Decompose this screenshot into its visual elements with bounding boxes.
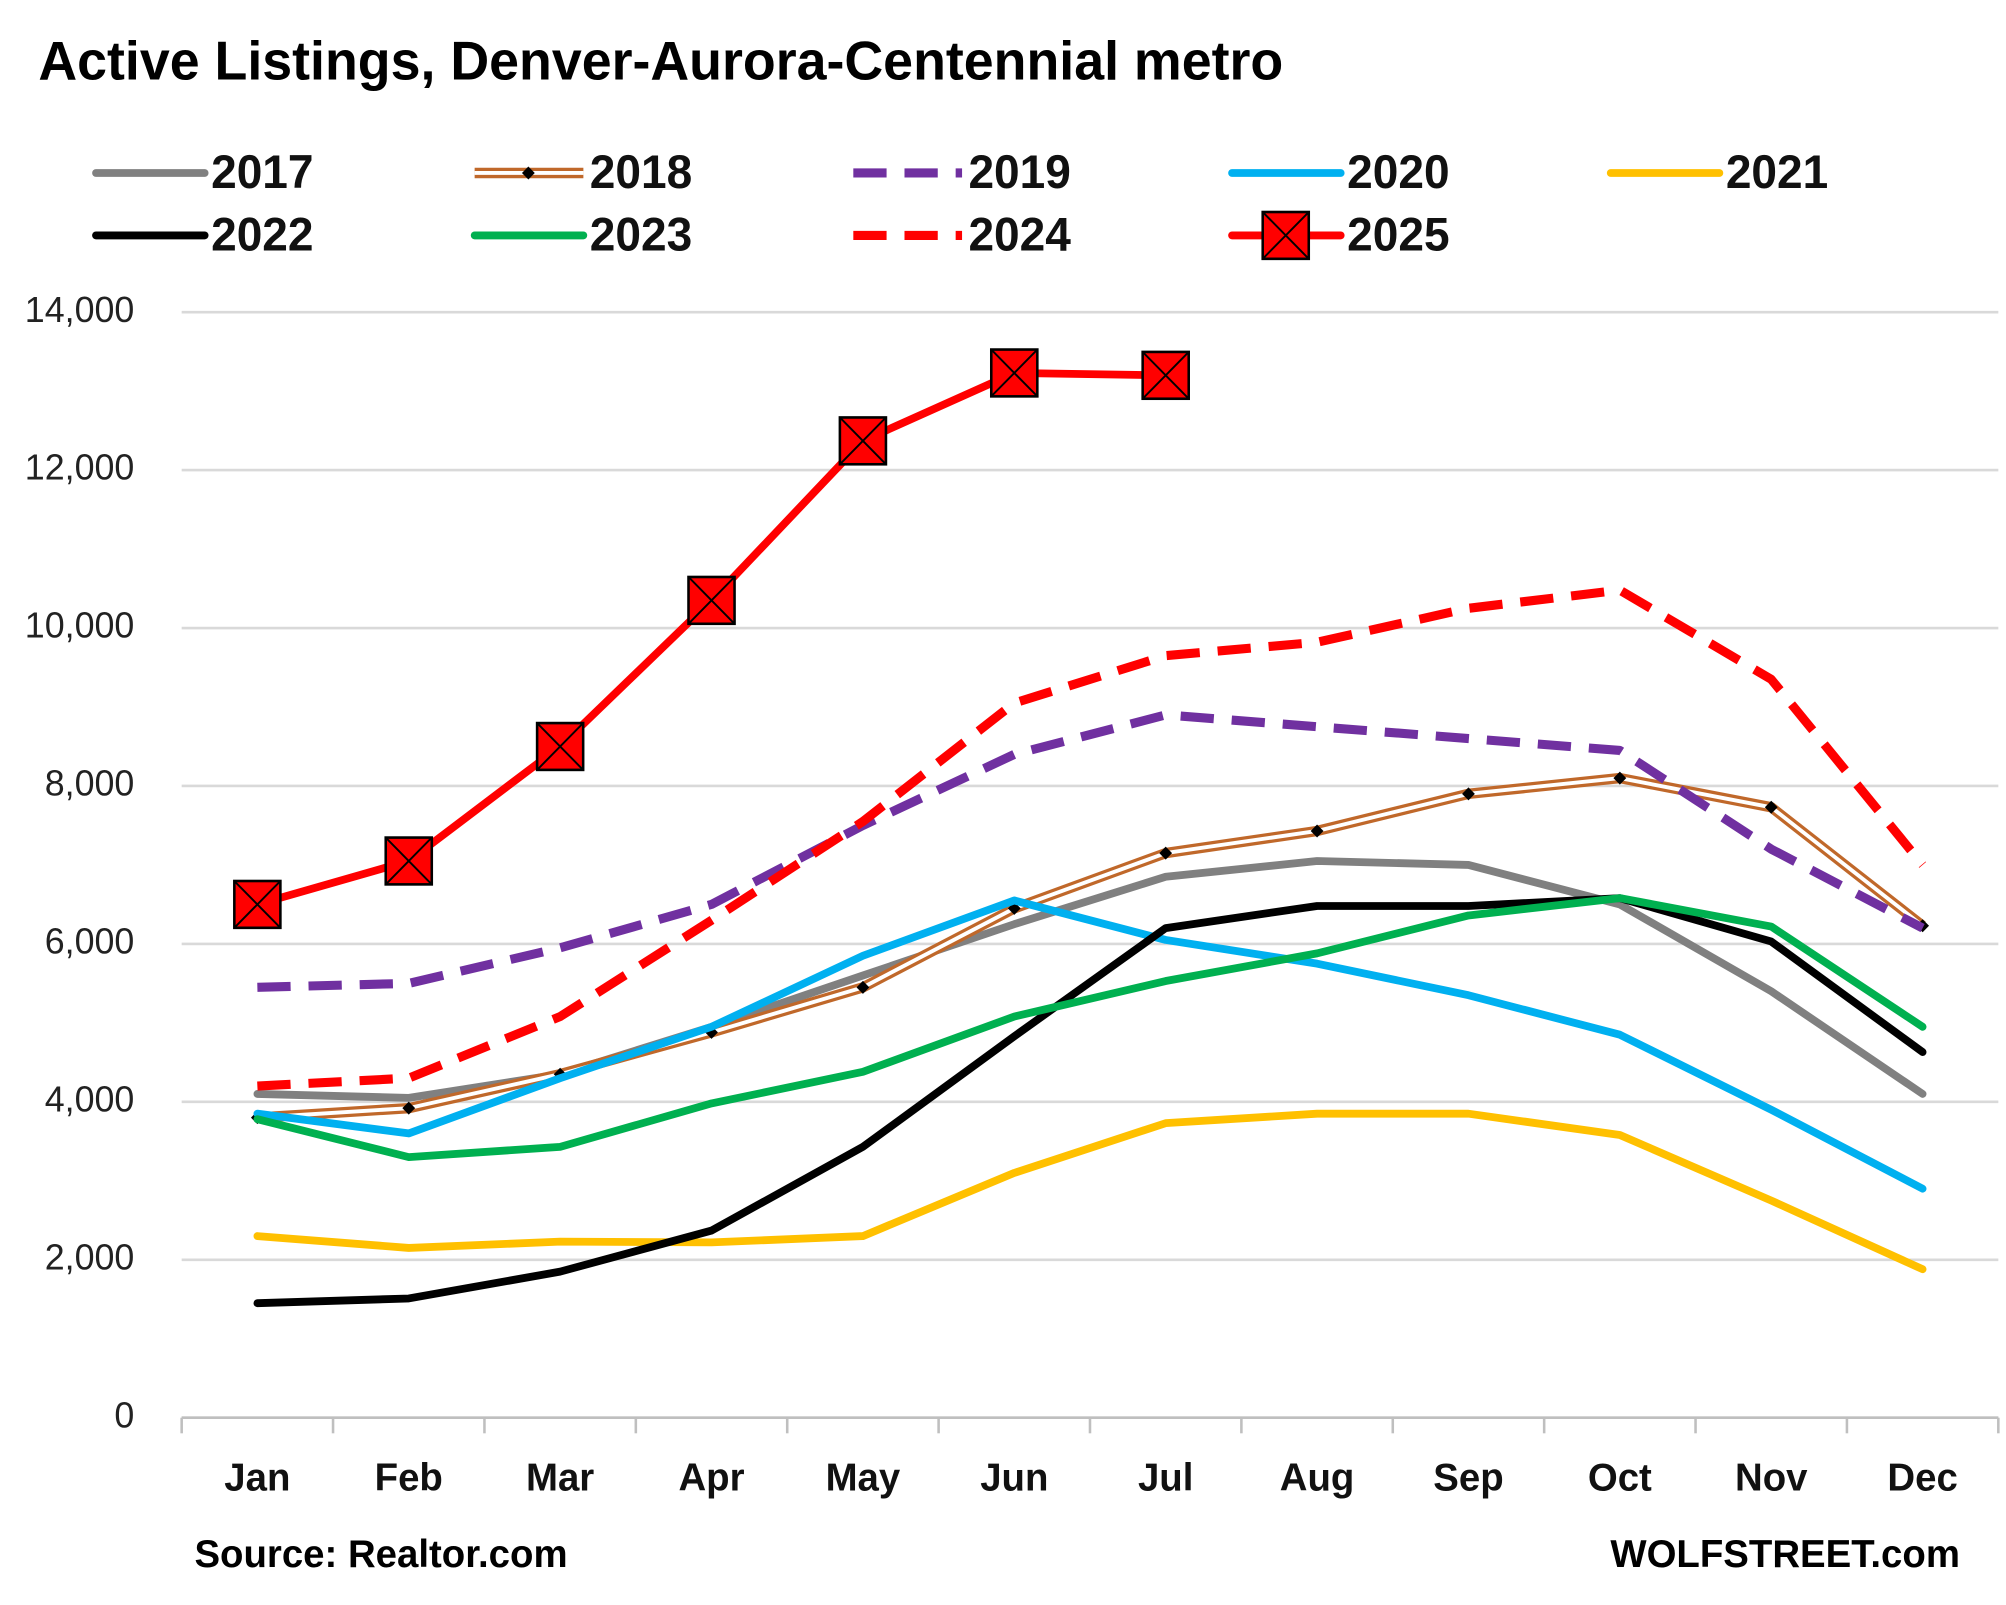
line xyxy=(253,896,1927,1193)
legend-label: 2023 xyxy=(590,208,692,260)
legend-label: 2018 xyxy=(590,146,692,198)
marker xyxy=(1613,771,1627,785)
legend-item: 2018 xyxy=(474,146,692,198)
legend-item: 2023 xyxy=(470,208,692,260)
y-tick-label: 6,000 xyxy=(45,920,135,961)
line xyxy=(253,369,1170,909)
legend-label: 2019 xyxy=(968,146,1070,198)
marker xyxy=(535,721,585,772)
marker xyxy=(1310,824,1324,838)
legend-item: 2025 xyxy=(1228,208,1450,261)
marker xyxy=(838,416,888,466)
marker-x xyxy=(1141,351,1190,400)
marker xyxy=(1261,210,1311,261)
marker xyxy=(384,836,434,886)
series xyxy=(253,894,1927,1162)
marker-x xyxy=(385,836,433,886)
legend-item: 2019 xyxy=(853,146,1071,198)
y-tick-label: 10,000 xyxy=(25,604,135,645)
credit: WOLFSTREET.com xyxy=(1610,1533,1960,1576)
legend-item: 2017 xyxy=(92,146,314,198)
marker xyxy=(1141,350,1190,401)
legend-label: 2022 xyxy=(211,208,313,260)
legend-item: 2020 xyxy=(1228,146,1450,198)
marker xyxy=(233,879,282,930)
y-tick-label: 14,000 xyxy=(25,289,135,330)
y-tick-label: 4,000 xyxy=(45,1078,135,1119)
y-tick-label: 12,000 xyxy=(25,446,135,487)
series xyxy=(253,896,1927,1193)
line xyxy=(257,772,1926,1123)
line xyxy=(253,894,1927,1162)
marker xyxy=(521,166,535,180)
x-tick-label: Sep xyxy=(1433,1456,1503,1499)
marker xyxy=(989,348,1039,398)
marker xyxy=(687,575,736,626)
line xyxy=(257,585,1927,1091)
legend-label: 2017 xyxy=(211,146,313,198)
x-tick-label: Jun xyxy=(980,1456,1048,1499)
marker-x xyxy=(990,348,1039,398)
x-tick-label: Apr xyxy=(678,1456,744,1499)
legend-item: 2024 xyxy=(853,208,1071,260)
x-tick-label: May xyxy=(826,1456,901,1499)
y-tick-label: 8,000 xyxy=(45,762,135,803)
marker-x xyxy=(839,416,887,465)
x-tick-label: Feb xyxy=(375,1456,443,1499)
marker-x xyxy=(536,722,584,771)
x-tick-label: Aug xyxy=(1280,1456,1355,1499)
line xyxy=(257,710,1925,992)
x-tick-label: Mar xyxy=(526,1456,594,1499)
x-tick-label: Jul xyxy=(1138,1456,1193,1499)
marker xyxy=(1159,846,1173,860)
source: Source: Realtor.com xyxy=(194,1533,567,1576)
marker-x xyxy=(233,880,282,929)
marker-x xyxy=(1262,211,1310,260)
marker-x xyxy=(687,576,736,625)
chart-title: Active Listings, Denver-Aurora-Centennia… xyxy=(38,31,1283,91)
line xyxy=(253,1109,1927,1274)
x-tick-label: Jan xyxy=(224,1456,290,1499)
series xyxy=(257,710,1925,992)
x-tick-label: Oct xyxy=(1588,1456,1652,1499)
series xyxy=(233,348,1190,930)
x-tick-label: Dec xyxy=(1887,1456,1957,1499)
legend-item: 2022 xyxy=(92,208,314,260)
marker xyxy=(1764,800,1778,814)
series xyxy=(253,1109,1927,1274)
legend-label: 2020 xyxy=(1347,146,1449,198)
y-tick-label: 2,000 xyxy=(45,1236,135,1277)
legend-label: 2025 xyxy=(1347,208,1449,260)
series xyxy=(257,585,1927,1091)
x-tick-label: Nov xyxy=(1735,1456,1808,1499)
legend-label: 2021 xyxy=(1726,146,1828,198)
y-tick-label: 0 xyxy=(114,1394,134,1435)
line-inner xyxy=(257,776,1924,1120)
legend-label: 2024 xyxy=(968,208,1071,260)
legend-item: 2021 xyxy=(1606,146,1828,198)
series xyxy=(250,771,1930,1125)
